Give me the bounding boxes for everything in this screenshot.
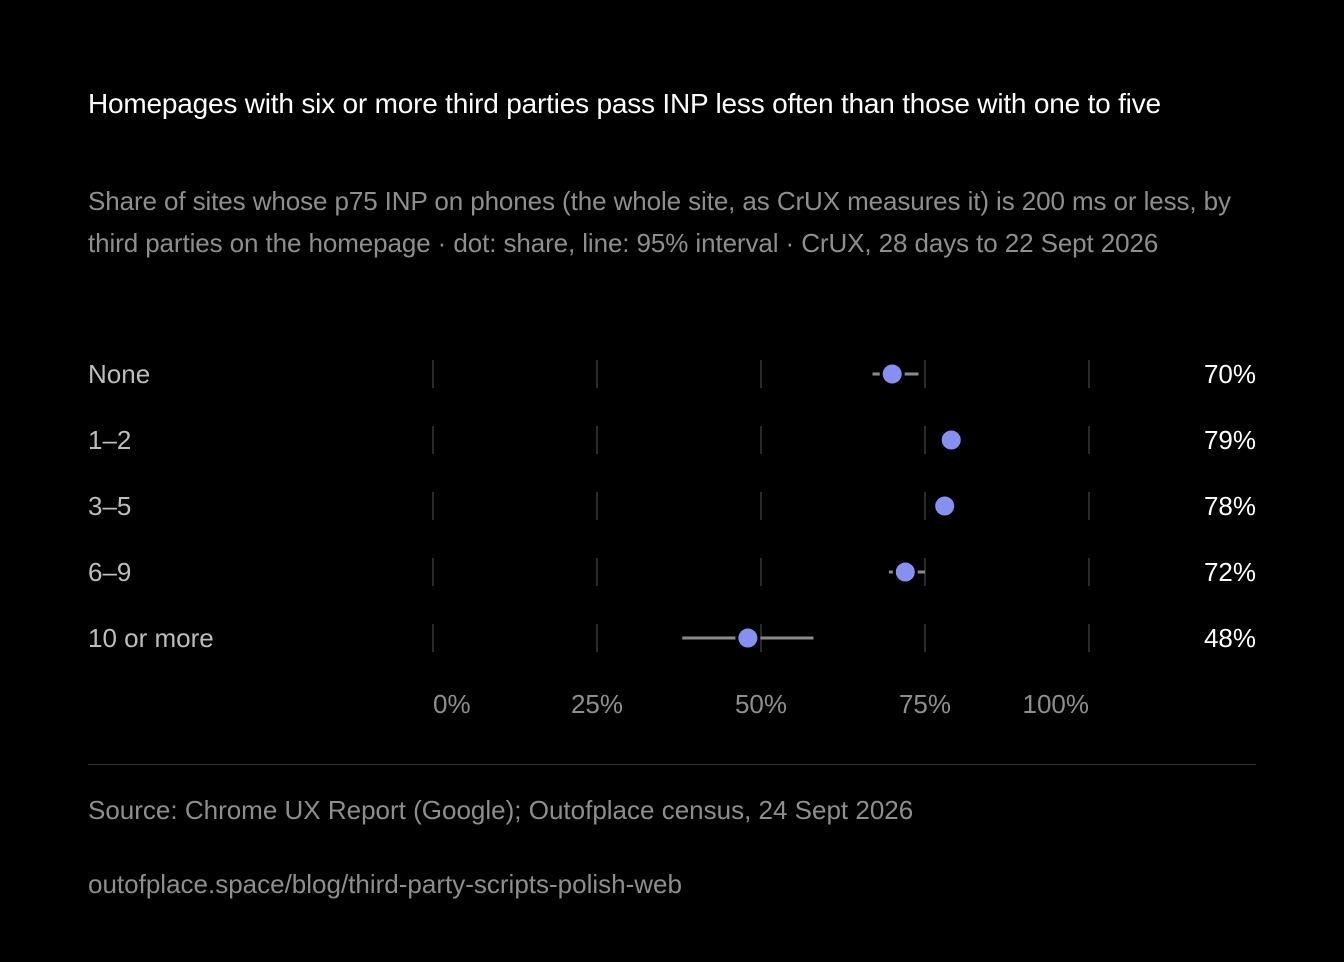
data-dot <box>879 361 905 387</box>
value-label: 70% <box>1204 359 1256 389</box>
x-tick-label: 75% <box>899 689 951 719</box>
category-label: 3–5 <box>88 491 131 521</box>
value-label: 48% <box>1204 623 1256 653</box>
chart-subtitle: Share of sites whose p75 INP on phones (… <box>88 186 1231 258</box>
footer-divider <box>88 764 1256 765</box>
interval-lines <box>682 372 955 640</box>
value-labels: 70% 79% 78% 72% 48% <box>1204 359 1256 653</box>
data-dot <box>892 559 918 585</box>
dots <box>735 361 964 651</box>
x-tick-label: 50% <box>735 689 787 719</box>
x-axis-ticks: 0% 25% 50% 75% 100% <box>433 689 1089 719</box>
data-dot <box>938 427 964 453</box>
category-labels: None 1–2 3–5 6–9 10 or more <box>88 359 214 653</box>
data-dot <box>932 493 958 519</box>
grid-lines <box>432 360 1090 652</box>
category-label: None <box>88 359 150 389</box>
source-url: outofplace.space/blog/third-party-script… <box>88 869 682 899</box>
category-label: 1–2 <box>88 425 131 455</box>
source-note: Source: Chrome UX Report (Google); Outof… <box>88 795 914 825</box>
value-label: 72% <box>1204 557 1256 587</box>
x-tick-label: 25% <box>571 689 623 719</box>
value-label: 79% <box>1204 425 1256 455</box>
x-tick-label: 0% <box>433 689 471 719</box>
category-label: 10 or more <box>88 623 214 653</box>
category-label: 6–9 <box>88 557 131 587</box>
chart-title: Homepages with six or more third parties… <box>88 88 1161 119</box>
value-label: 78% <box>1204 491 1256 521</box>
data-dot <box>735 625 761 651</box>
x-tick-label: 100% <box>1023 689 1090 719</box>
